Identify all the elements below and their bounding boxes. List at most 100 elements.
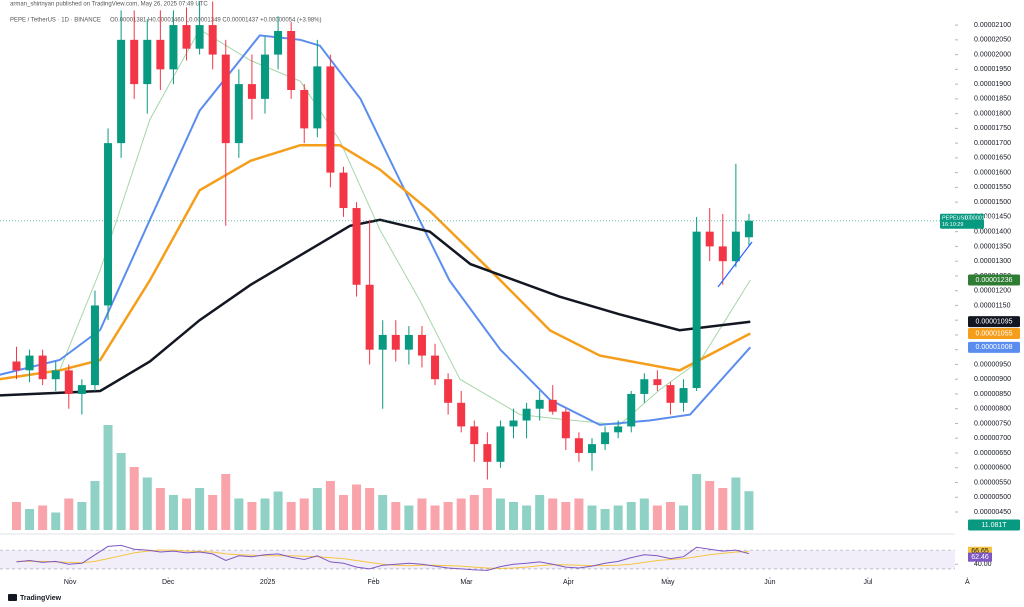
y-tick-label: 0.00001850 (974, 96, 1011, 103)
volume-bar (613, 505, 623, 530)
candle-body (653, 379, 662, 386)
volume-bar (679, 505, 689, 530)
volume-bar (600, 509, 610, 530)
candle-body (156, 39, 165, 70)
price-label: 0.00001008 (976, 344, 1013, 351)
volume-bar (155, 488, 165, 530)
volume-bar (103, 425, 113, 530)
volume-bar (299, 498, 309, 530)
last-price-symbol: PEPEUSDT (942, 216, 972, 222)
y-tick-label: 0.00001500 (974, 199, 1011, 206)
volume-bar (378, 495, 388, 530)
y-tick-label: 0.00001400 (974, 228, 1011, 235)
rsi-ma-label: 66.65 (971, 548, 989, 555)
volume-bar (365, 488, 375, 530)
volume-bar (404, 505, 414, 530)
volume-bar (456, 498, 466, 530)
moving-average (59, 28, 751, 426)
candle-body (64, 370, 73, 394)
volume-bar (744, 491, 754, 530)
candle-body (25, 355, 34, 371)
candle-body (51, 370, 60, 380)
volume-bar (731, 477, 741, 530)
candle-body (234, 84, 243, 144)
candle-body (744, 220, 753, 238)
candle-body (391, 334, 400, 350)
candle-body (574, 438, 583, 453)
volume-bar (325, 481, 335, 530)
candle-body (444, 379, 453, 403)
volume-bar (38, 505, 48, 530)
x-tick-label: Apr (563, 579, 575, 586)
candle-body (313, 66, 322, 129)
y-tick-label: 0.00000450 (974, 509, 1011, 516)
x-tick-label: 2025 (260, 579, 276, 586)
y-tick-label: 0.00000600 (974, 465, 1011, 472)
volume-bar (469, 495, 479, 530)
candle-body (731, 231, 740, 262)
volume-bar (574, 498, 584, 530)
volume-bar (561, 502, 571, 530)
y-tick-label: 0.00000750 (974, 420, 1011, 427)
volume-bar (182, 498, 192, 530)
candle-body (627, 393, 636, 427)
y-tick-label: 0.00001950 (974, 66, 1011, 73)
candle-body (143, 39, 152, 85)
y-tick-label: 0.00001350 (974, 243, 1011, 250)
candle-body (104, 143, 113, 306)
volume-bar (417, 498, 427, 530)
candle-body (601, 432, 610, 445)
volume-bar (51, 512, 61, 530)
y-tick-label: 0.00000950 (974, 361, 1011, 368)
price-label-bg (968, 327, 1020, 339)
y-tick-label: 0.00000850 (974, 391, 1011, 398)
volume-bar (77, 502, 87, 530)
candle-body (287, 30, 296, 91)
candle-body (182, 25, 191, 49)
volume-bar (652, 505, 662, 530)
volume-bar (430, 505, 440, 530)
rsi-ma-label-bg (968, 546, 992, 556)
volume-bar (168, 495, 178, 530)
y-tick-label: 0.00001750 (974, 125, 1011, 132)
price-label: 0.00001055 (976, 330, 1013, 337)
symbol: PEPE / TetherUS · 1D · BINANCE (10, 18, 101, 24)
rsi-label-bg (968, 552, 992, 562)
volume-bar (208, 495, 218, 530)
volume-bar (352, 484, 362, 530)
price-label: 0.00001236 (976, 277, 1013, 284)
last-price-bg (940, 213, 984, 229)
volume-bar (234, 498, 244, 530)
candle-body (496, 426, 505, 462)
price-label: 0.00001095 (976, 319, 1013, 326)
volume-bar (221, 474, 231, 530)
volume-bar (705, 481, 715, 530)
volume-bar (535, 495, 545, 530)
volume-bar (548, 498, 558, 530)
publisher: arman_shirinyan published on TradingView… (10, 2, 208, 8)
candle-body (326, 66, 335, 173)
candle-body (666, 385, 675, 403)
volume-bar (286, 502, 296, 530)
y-tick-label: 0.00002100 (974, 22, 1011, 29)
brand-text: TradingView (20, 595, 62, 602)
volume-bar (11, 502, 21, 530)
candle-body (587, 444, 596, 453)
candle-body (718, 246, 727, 262)
price-label-bg (968, 274, 1020, 286)
candle-body (614, 426, 623, 433)
candle-body (117, 39, 126, 144)
y-tick-label: 0.00001600 (974, 169, 1011, 176)
y-tick-label: 0.00001150 (974, 302, 1011, 309)
brand: TradingView (8, 594, 62, 602)
volume-bar (626, 502, 636, 530)
candle-body (260, 54, 269, 99)
y-tick-label: 0.00001450 (974, 214, 1011, 221)
price-label-bg (968, 341, 1020, 353)
volume-bar (90, 481, 100, 530)
moving-average (0, 218, 751, 397)
rsi-pane (0, 544, 955, 571)
candle-body (404, 334, 413, 350)
volume-bar (443, 502, 453, 530)
